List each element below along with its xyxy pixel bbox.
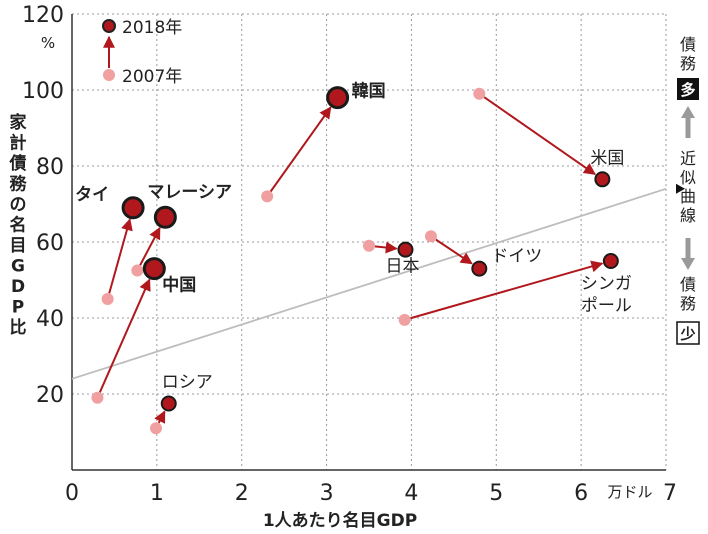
point-2018-マレーシア (153, 205, 177, 229)
side-top-word: 務 (680, 54, 696, 73)
point-2018-タイ (121, 196, 145, 220)
point-2007-ドイツ (424, 230, 437, 243)
x-tick-label: 3 (320, 481, 334, 506)
point-2018-米国 (594, 171, 611, 188)
legend-2018-marker (102, 19, 116, 33)
side-middle-label: 曲 (680, 187, 696, 206)
y-axis-title-char: D (11, 277, 25, 297)
arrow-タイ (108, 218, 133, 294)
y-axis-title-char: 計 (10, 133, 27, 154)
y-axis-title-char: の (10, 195, 27, 215)
x-tick-label: 1 (150, 481, 164, 506)
x-tick-label: 0 (65, 481, 79, 506)
side-top-word: 債 (680, 35, 696, 54)
side-top-box-label: 多 (680, 81, 695, 99)
point-2007-韓国 (261, 190, 274, 203)
side-bottom-word: 債 (680, 275, 696, 294)
y-unit: % (41, 34, 55, 52)
point-2007-タイ (101, 293, 114, 305)
legend-2018-label: 2018年 (122, 18, 182, 38)
point-2007-シンガポール (398, 313, 411, 326)
label-ドイツ: ドイツ (491, 247, 542, 267)
axes: 0 1 2 3 4 5 6 7 20 40 60 80 100 120 (22, 3, 677, 506)
x-tick-label: 7 (663, 481, 677, 506)
point-2007-マレーシア (131, 264, 144, 277)
point-2007-ロシア (150, 422, 163, 435)
arrow-シンガポール (410, 260, 604, 320)
arrow-韓国 (269, 106, 332, 193)
trend-line (71, 187, 667, 380)
arrow-米国 (483, 96, 596, 175)
x-tick-label: 4 (404, 481, 418, 506)
y-tick-label: 100 (22, 79, 64, 104)
x-tick-label: 2 (235, 481, 249, 506)
point-2018-ドイツ (471, 260, 488, 277)
arrows (98, 96, 604, 424)
label-韓国: 韓国 (352, 81, 386, 102)
y-axis-title-char: 務 (10, 174, 28, 195)
y-tick-label: 40 (36, 307, 64, 332)
label-タイ: タイ (75, 185, 109, 205)
arrow-中国 (98, 278, 151, 393)
label-中国: 中国 (162, 275, 196, 296)
trend-line-path (71, 187, 667, 380)
point-2018-シンガポール (602, 253, 619, 269)
label-米国: 米国 (590, 148, 624, 168)
label-シンガポール: シンガポール (581, 274, 632, 316)
y-tick-label: 120 (22, 3, 64, 28)
y-axis-title-char: 目 (10, 236, 27, 256)
label-マレーシア: マレーシア (147, 182, 232, 202)
arrow-ドイツ (435, 238, 473, 265)
point-2007-中国 (91, 391, 104, 404)
side-pointer (676, 183, 685, 194)
y-tick-label: 60 (36, 231, 64, 256)
arrow-日本 (374, 241, 398, 254)
y-axis-title-char: 名 (10, 215, 27, 236)
side-down-arrow-head (681, 258, 695, 270)
arrow-マレーシア (139, 226, 161, 266)
point-2007-米国 (473, 87, 486, 100)
label-日本: 日本 (385, 257, 419, 277)
y-tick-label: 20 (36, 383, 64, 408)
y-axis-title-char: G (11, 257, 25, 277)
side-bottom-box (676, 321, 700, 345)
side-top-box (677, 78, 699, 100)
x-axis-title: 1人あたり名目GDP (263, 510, 417, 531)
y-axis-title-char: 債 (9, 153, 27, 174)
side-middle-label: 近 (680, 149, 696, 168)
points (91, 86, 619, 435)
x-tick-label: 5 (489, 481, 503, 506)
point-2018-中国 (142, 257, 166, 281)
y-axis-title-char: 比 (10, 317, 27, 338)
y-tick-label: 80 (36, 155, 64, 180)
label-ロシア: ロシア (162, 373, 213, 393)
point-2018-日本 (397, 241, 414, 258)
point-2018-韓国 (326, 86, 350, 110)
y-axis-title-char: 家 (10, 112, 27, 133)
side-middle-label: 線 (680, 206, 696, 225)
legend-2007-label: 2007年 (122, 67, 182, 87)
point-2007-日本 (363, 239, 375, 252)
side-bottom-word: 務 (680, 294, 696, 313)
side-up-arrow-head (681, 106, 695, 118)
x-tick-label: 6 (574, 481, 588, 506)
point-2018-ロシア (160, 395, 177, 412)
legend-2007-marker (103, 69, 115, 81)
arrow-ロシア (154, 410, 166, 424)
side-bottom-box-label: 少 (679, 325, 695, 343)
y-axis-title-char: P (12, 298, 24, 318)
legend: 2018年 2007年 (102, 18, 182, 87)
x-unit: 万ドル (607, 483, 652, 501)
side-middle-label: 似 (680, 168, 696, 187)
